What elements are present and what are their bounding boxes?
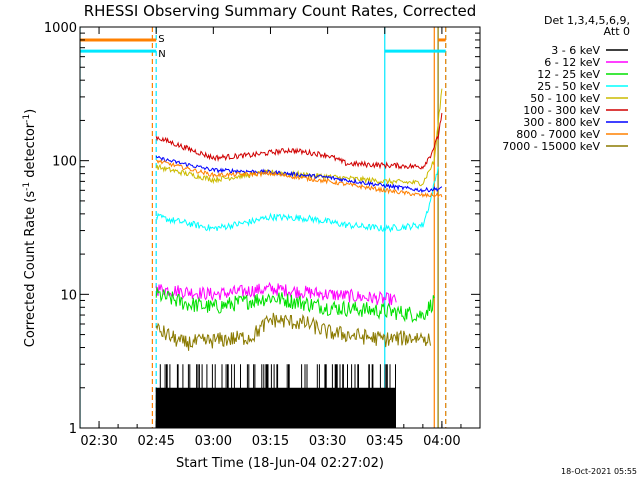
x-axis-label: Start Time (18-Jun-04 02:27:02) bbox=[176, 456, 384, 471]
flag-label-s: S bbox=[158, 34, 164, 45]
x-tick-label-1: 02:45 bbox=[137, 434, 174, 449]
legend-label-8: 7000 - 15000 keV bbox=[502, 140, 600, 153]
y-axis-label-part1: Corrected Count Rate (s bbox=[23, 191, 38, 348]
x-tick-label-3: 03:15 bbox=[252, 434, 289, 449]
timestamp: 18-Oct-2021 05:55 bbox=[561, 467, 637, 476]
y-axis-label-sup2: -1 bbox=[22, 114, 32, 123]
plot-frame bbox=[79, 26, 481, 429]
series-100to300keV-trace bbox=[155, 112, 443, 170]
x-tick-label-2: 03:00 bbox=[195, 434, 232, 449]
legend-label-4: 50 - 100 keV bbox=[530, 92, 600, 105]
x-tick-label-6: 04:00 bbox=[423, 434, 460, 449]
y-axis-label-sup1: -1 bbox=[22, 182, 32, 191]
series-6to12keV-trace bbox=[155, 281, 397, 307]
plot-area: SN bbox=[80, 27, 447, 428]
legend-label-1: 6 - 12 keV bbox=[544, 56, 600, 69]
legend-label-2: 12 - 25 keV bbox=[537, 68, 600, 81]
series-12to25keV-trace bbox=[155, 287, 435, 323]
x-tick-label-4: 03:30 bbox=[309, 434, 346, 449]
series-50to100keV-trace bbox=[155, 88, 443, 187]
axes: 02:30 02:45 03:00 03:15 03:30 03:45 04:00 1 10 10… bbox=[44, 21, 481, 449]
y-axis-label-part3: ) bbox=[23, 109, 38, 114]
chart-title: RHESSI Observing Summary Count Rates, Co… bbox=[84, 2, 477, 20]
series-7000to15000keV-trace bbox=[155, 312, 431, 351]
y-axis-label: Corrected Count Rate (s-1 detector-1) bbox=[22, 109, 38, 347]
plot-inner bbox=[80, 27, 447, 428]
legend-label-3: 25 - 50 keV bbox=[537, 80, 600, 93]
series-3to6keV-trace bbox=[155, 364, 396, 428]
y-tick-label-2: 100 bbox=[52, 155, 77, 170]
series-25to50keV-trace bbox=[155, 166, 439, 233]
y-tick-label-3: 1000 bbox=[44, 21, 77, 36]
legend-label-5: 100 - 300 keV bbox=[523, 104, 600, 117]
flag-label-n: N bbox=[158, 49, 165, 60]
legend-header-line2: Att 0 bbox=[604, 25, 630, 38]
y-tick-label-0: 1 bbox=[69, 422, 77, 437]
legend-header-line1: Det 1,3,4,5,6,9, bbox=[544, 14, 630, 27]
series-300to800keV-trace bbox=[155, 155, 443, 194]
legend-label-7: 800 - 7000 keV bbox=[516, 128, 600, 141]
x-tick-label-5: 03:45 bbox=[366, 434, 403, 449]
y-tick-label-1: 10 bbox=[60, 288, 77, 303]
legend-label-6: 300 - 800 keV bbox=[523, 116, 600, 129]
series-800to7000keV-trace bbox=[156, 159, 443, 199]
x-tick-label-0: 02:30 bbox=[80, 434, 117, 449]
legend-label-0: 3 - 6 keV bbox=[551, 44, 600, 57]
y-axis-label-part2: detector bbox=[23, 122, 38, 182]
